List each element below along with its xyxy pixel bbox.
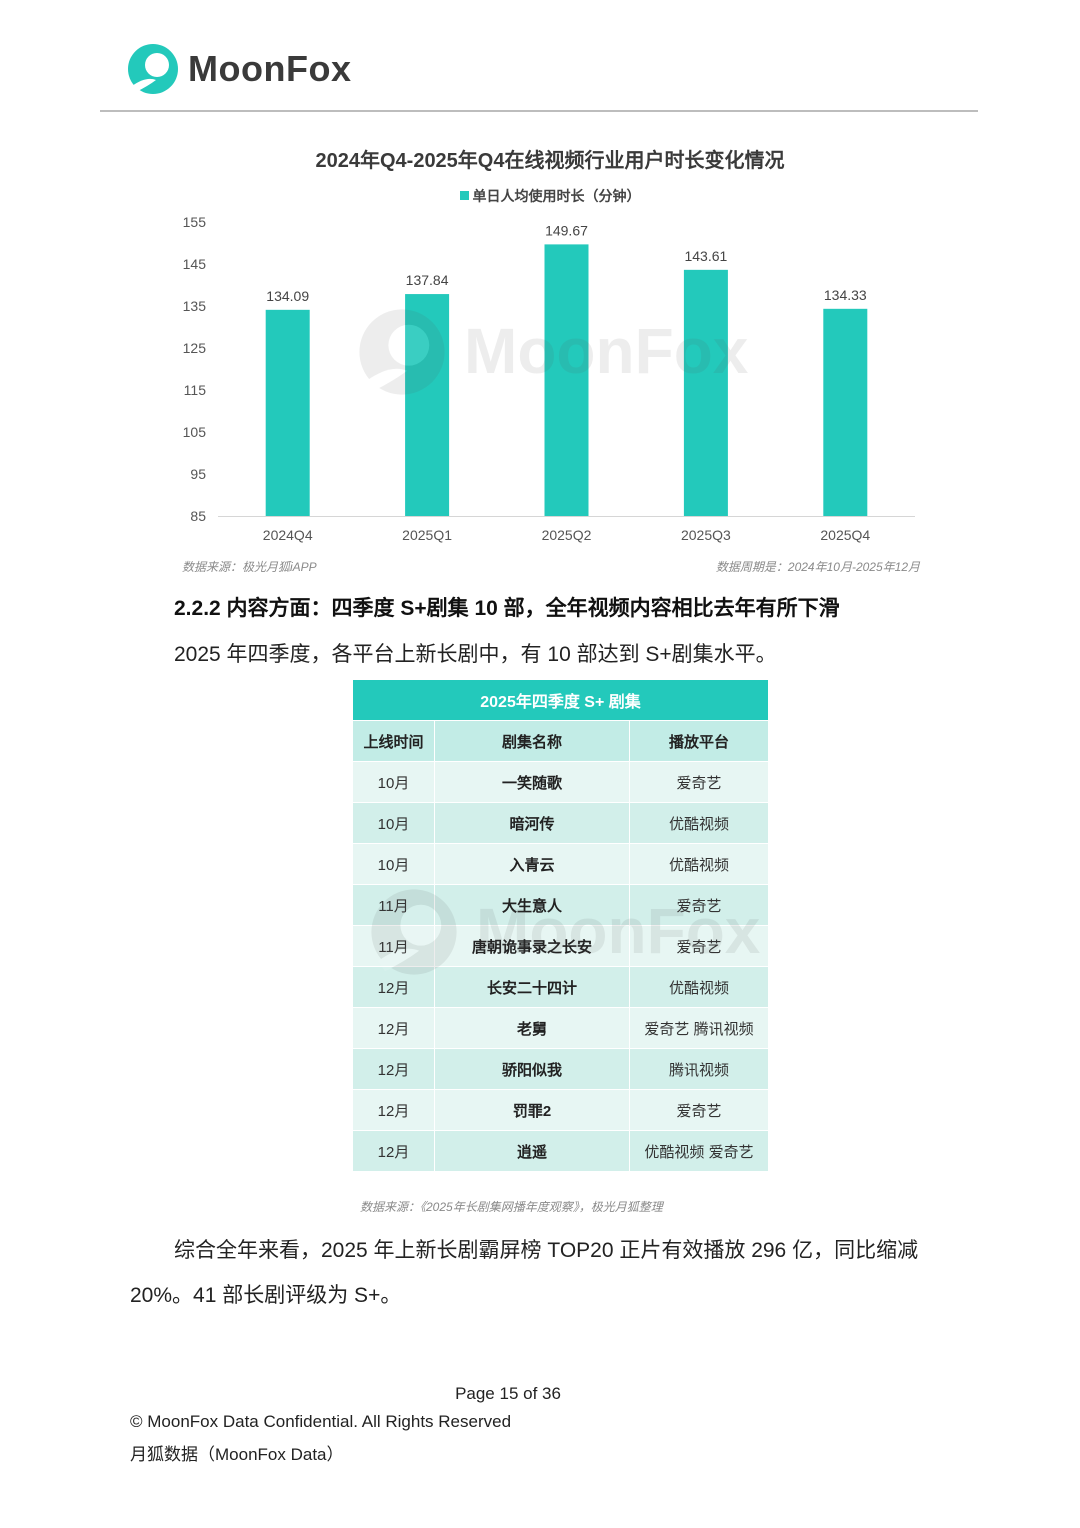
row-platform: 优酷视频 爱奇艺 [628,1130,770,1172]
table-row: 12月 逍遥 优酷视频 爱奇艺 [352,1130,770,1172]
x-tick-label: 2025Q1 [402,527,452,543]
data-label: 137.84 [406,272,449,288]
row-month: 11月 [352,925,435,967]
legend-swatch [459,191,469,200]
row-month: 10月 [352,843,435,885]
row-month: 12月 [352,1089,435,1131]
table-row: 12月 骄阳似我 腾讯视频 [352,1048,770,1090]
table-source-note: 数据来源：《2025年长剧集网播年度观察》，极光月狐整理 [360,1200,663,1214]
y-tick-label: 95 [190,466,206,482]
row-series: 暗河传 [434,802,630,844]
row-platform: 爱奇艺 [628,1089,770,1131]
section-heading: 2.2.2 内容方面：四季度 S+剧集 10 部，全年视频内容相比去年有所下滑 [174,597,840,620]
row-month: 12月 [352,1007,435,1049]
brand-name: MoonFox [188,48,352,89]
x-tick-label: 2025Q4 [820,527,870,543]
x-tick-label: 2025Q2 [542,527,592,543]
table-row: 10月 暗河传 优酷视频 [352,802,770,844]
row-series: 长安二十四计 [434,966,630,1008]
table-row: 12月 长安二十四计 优酷视频 [352,966,770,1008]
chart-title: 2024年Q4-2025年Q4在线视频行业用户时长变化情况 [315,150,785,172]
data-label: 134.33 [824,287,867,303]
table-row: 12月 罚罪2 爱奇艺 [352,1089,770,1131]
table-row: 12月 老舅 爱奇艺 腾讯视频 [352,1007,770,1049]
data-label: 134.09 [266,288,309,304]
y-tick-label: 155 [183,214,207,230]
row-month: 12月 [352,966,435,1008]
bar [823,308,868,516]
row-platform: 优酷视频 [628,802,770,844]
page-header: MoonFox [100,38,978,112]
table-row: 11月 唐朝诡事录之长安 爱奇艺 [352,925,770,967]
header-release-time: 上线时间 [352,720,435,762]
row-platform: 优酷视频 [628,843,770,885]
bar-chart: 85 95 105 115 125 135 145 155 134.09 2024Q4 137.84… [183,214,915,543]
row-platform: 优酷视频 [628,966,770,1008]
moonfox-logo-icon [128,44,178,94]
row-series: 一笑随歌 [434,761,630,803]
row-platform: 爱奇艺 [628,761,770,803]
bar [405,294,450,516]
chart-period-note: 数据周期是：2024年10月-2025年12月 [715,560,920,574]
y-tick-label: 145 [183,256,207,272]
page-number: Page 15 of 36 [455,1384,561,1403]
y-tick-label: 115 [184,382,207,398]
row-platform: 爱奇艺 [628,884,770,926]
row-platform: 爱奇艺 腾讯视频 [628,1007,770,1049]
chart-legend: 单日人均使用时长（分钟） [150,186,950,206]
row-month: 10月 [352,761,435,803]
table-row: 11月 大生意人 爱奇艺 [352,884,770,926]
row-series: 入青云 [434,843,630,885]
intro-paragraph: 2025 年四季度，各平台上新长剧中，有 10 部达到 S+剧集水平。 [174,643,777,666]
table-row: 10月 一笑随歌 爱奇艺 [352,761,770,803]
row-month: 11月 [352,884,435,926]
row-month: 12月 [352,1048,435,1090]
splus-series-table: 2025年四季度 S+ 剧集 上线时间 剧集名称 播放平台 10月 一笑随歌 爱奇艺… [351,679,770,1172]
data-label: 149.67 [545,222,588,238]
y-tick-label: 85 [190,508,206,524]
row-series: 唐朝诡事录之长安 [434,925,630,967]
row-platform: 爱奇艺 [628,925,770,967]
table-row: 10月 入青云 优酷视频 [352,843,770,885]
x-tick-label: 2024Q4 [263,527,313,543]
bar [265,309,310,516]
table-caption: 2025年四季度 S+ 剧集 [351,679,770,721]
row-series: 罚罪2 [434,1089,630,1131]
row-series: 逍遥 [434,1130,630,1172]
header-platform: 播放平台 [628,720,770,762]
legend-label: 单日人均使用时长（分钟） [472,188,641,204]
bar [544,244,589,517]
bar [683,269,728,516]
table-header-row: 上线时间 剧集名称 播放平台 [352,720,770,762]
row-series: 骄阳似我 [434,1048,630,1090]
row-series: 大生意人 [434,884,630,926]
row-platform: 腾讯视频 [628,1048,770,1090]
data-label: 143.61 [684,248,727,264]
row-month: 12月 [352,1130,435,1172]
x-tick-label: 2025Q3 [681,527,731,543]
row-month: 10月 [352,802,435,844]
footer-brand: 月狐数据（MoonFox Data） [130,1445,344,1464]
y-tick-label: 105 [183,424,207,440]
row-series: 老舅 [434,1007,630,1049]
chart-source-note: 数据来源：极光月狐iAPP [182,560,317,574]
footer-copyright: © MoonFox Data Confidential. All Rights … [130,1412,512,1431]
y-tick-label: 135 [183,298,207,314]
y-tick-label: 125 [183,340,207,356]
summary-paragraph: 综合全年来看，2025 年上新长剧霸屏榜 TOP20 正片有效播放 296 亿，… [130,1239,919,1307]
header-series-name: 剧集名称 [434,720,630,762]
